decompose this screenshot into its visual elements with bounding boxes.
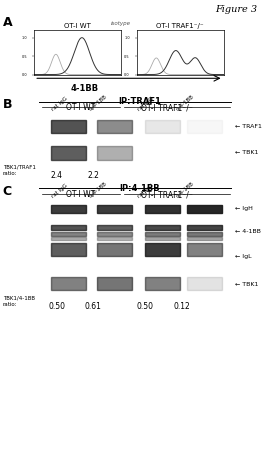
Text: ← IgL: ← IgL bbox=[235, 254, 252, 259]
Bar bbox=[51, 232, 85, 236]
Bar bbox=[97, 205, 132, 212]
Text: A: A bbox=[3, 16, 12, 29]
Text: OT-I WT: OT-I WT bbox=[65, 190, 95, 199]
Text: 0.61: 0.61 bbox=[85, 302, 102, 311]
Bar bbox=[187, 225, 222, 230]
Text: rat IgG: rat IgG bbox=[51, 96, 69, 112]
Text: isotype: isotype bbox=[110, 21, 130, 26]
Bar bbox=[97, 243, 132, 256]
Bar bbox=[187, 277, 222, 290]
Bar bbox=[187, 238, 222, 240]
Bar bbox=[145, 238, 180, 240]
Bar bbox=[97, 238, 132, 240]
Text: 0.12: 0.12 bbox=[173, 302, 190, 311]
Bar bbox=[145, 205, 180, 212]
Text: rat IgG: rat IgG bbox=[137, 183, 155, 199]
Bar bbox=[187, 205, 222, 212]
Text: ← TRAF1: ← TRAF1 bbox=[235, 124, 262, 129]
Bar bbox=[187, 120, 222, 133]
Text: 2.2: 2.2 bbox=[87, 171, 99, 179]
Text: 0.50: 0.50 bbox=[48, 302, 65, 311]
Text: OT-I TRAF1⁻/⁻: OT-I TRAF1⁻/⁻ bbox=[141, 190, 193, 199]
Text: TBK1/4-1BB
ratio:: TBK1/4-1BB ratio: bbox=[3, 295, 35, 307]
Text: rat IgG: rat IgG bbox=[137, 96, 155, 112]
Text: ← TBK1: ← TBK1 bbox=[235, 282, 259, 287]
Bar bbox=[187, 243, 222, 256]
Text: α-4-1BB: α-4-1BB bbox=[175, 181, 195, 199]
Bar bbox=[145, 277, 180, 290]
Text: B: B bbox=[3, 98, 12, 111]
Bar bbox=[97, 120, 132, 133]
Bar bbox=[97, 146, 132, 159]
Bar bbox=[51, 146, 85, 159]
Bar bbox=[145, 243, 180, 256]
Text: ← IgH: ← IgH bbox=[235, 206, 253, 211]
Text: 2.4: 2.4 bbox=[50, 171, 63, 179]
Text: 4-1BB: 4-1BB bbox=[70, 84, 98, 93]
Bar bbox=[145, 225, 180, 230]
Text: α-4-1BB: α-4-1BB bbox=[88, 94, 108, 112]
Text: Figure 3: Figure 3 bbox=[216, 5, 258, 14]
Bar bbox=[51, 205, 85, 212]
Text: rat IgG: rat IgG bbox=[51, 183, 69, 199]
Bar bbox=[97, 277, 132, 290]
Title: OT-I TRAF1⁻/⁻: OT-I TRAF1⁻/⁻ bbox=[156, 22, 204, 28]
Text: α-4-1BB: α-4-1BB bbox=[175, 94, 195, 112]
Bar bbox=[187, 232, 222, 236]
Bar bbox=[51, 225, 85, 230]
Text: C: C bbox=[3, 185, 12, 198]
Bar bbox=[97, 232, 132, 236]
Text: OT-I WT: OT-I WT bbox=[65, 103, 95, 112]
Text: α-4-1BB: α-4-1BB bbox=[88, 181, 108, 199]
Text: 0.50: 0.50 bbox=[136, 302, 153, 311]
Text: IP:4-1BB: IP:4-1BB bbox=[119, 184, 160, 193]
Bar bbox=[97, 225, 132, 230]
Bar bbox=[145, 120, 180, 133]
Text: ← TBK1: ← TBK1 bbox=[235, 151, 259, 155]
Text: ← 4-1BB: ← 4-1BB bbox=[235, 229, 261, 233]
Text: OT-I TRAF1⁻/⁻: OT-I TRAF1⁻/⁻ bbox=[141, 103, 193, 112]
Bar bbox=[51, 120, 85, 133]
Bar bbox=[51, 277, 85, 290]
Bar bbox=[51, 243, 85, 256]
Bar bbox=[145, 232, 180, 236]
Title: OT-I WT: OT-I WT bbox=[64, 22, 91, 28]
Text: TBK1/TRAF1
ratio:: TBK1/TRAF1 ratio: bbox=[3, 164, 36, 176]
Text: IP:TRAF1: IP:TRAF1 bbox=[118, 97, 161, 106]
Bar bbox=[51, 238, 85, 240]
